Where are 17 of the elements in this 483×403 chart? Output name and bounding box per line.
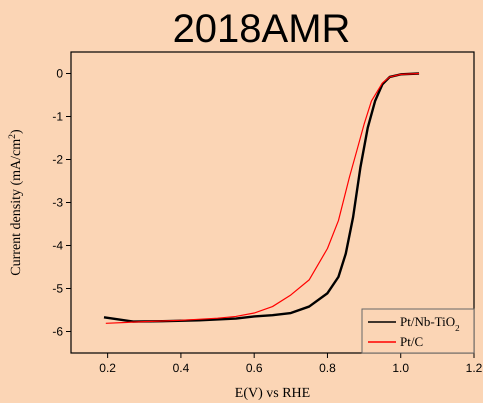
legend-label: Pt/Nb-TiO$_{2}$ <box>400 314 460 333</box>
y-tick-label: -6 <box>52 324 64 338</box>
x-axis-title: E(V) vs RHE <box>234 386 310 401</box>
y-tick-label: 0 <box>56 66 64 80</box>
x-tick-label: 0.6 <box>246 361 263 375</box>
y-tick-label: -3 <box>52 196 64 210</box>
x-tick-label: 0.2 <box>99 361 116 375</box>
x-tick-label: 1.0 <box>392 361 410 375</box>
x-tick-label: 0.4 <box>172 361 190 375</box>
y-tick-label: -2 <box>52 152 64 166</box>
legend-label: Pt/C <box>400 334 424 349</box>
x-tick-label: 0.8 <box>319 361 336 375</box>
y-tick-label: -5 <box>52 282 64 296</box>
y-tick-label: -4 <box>52 238 64 252</box>
y-tick-label: -1 <box>52 110 64 124</box>
x-tick-label: 1.2 <box>466 361 483 375</box>
chart-title: 2018AMR <box>172 7 350 51</box>
